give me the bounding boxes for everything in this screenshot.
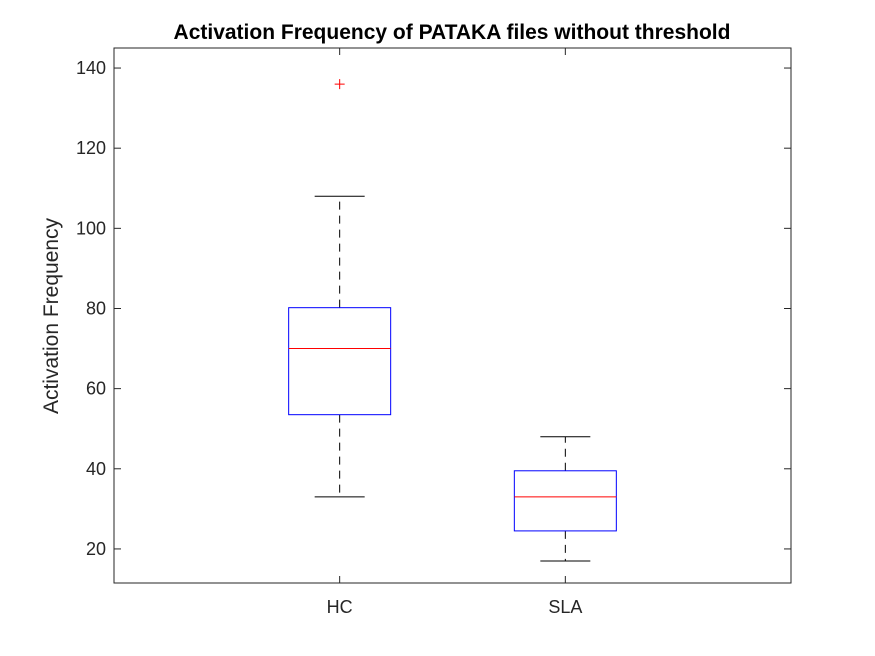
y-tick-label: 40 xyxy=(86,459,106,479)
y-tick-label: 120 xyxy=(76,138,106,158)
y-tick-label: 140 xyxy=(76,58,106,78)
y-tick-label: 80 xyxy=(86,298,106,318)
y-tick-label: 20 xyxy=(86,539,106,559)
x-tick-label: SLA xyxy=(548,597,582,617)
outlier-marker xyxy=(334,79,345,90)
x-tick-label: HC xyxy=(327,597,353,617)
box-hc xyxy=(288,307,392,416)
chart-title: Activation Frequency of PATAKA files wit… xyxy=(174,21,731,44)
axes-frame xyxy=(113,47,792,584)
y-tick-label: 60 xyxy=(86,379,106,399)
plot-area: 20 40 60 80 100 120 140 HC SLA xyxy=(76,47,792,617)
y-tick-label: 100 xyxy=(76,218,106,238)
box-sla xyxy=(513,470,617,532)
y-axis-label: Activation Frequency xyxy=(40,217,63,414)
